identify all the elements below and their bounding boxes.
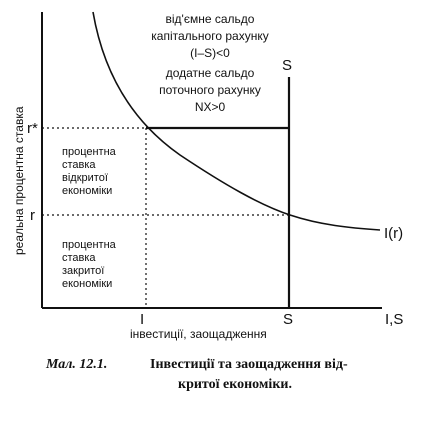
svg-text:ставка: ставка xyxy=(62,159,96,171)
x-axis-label: I,S xyxy=(385,311,403,328)
x-axis-sublabel: інвестиції, заощадження xyxy=(130,327,267,341)
r-star-marker: r* xyxy=(27,120,38,137)
svg-text:критої економіки.: критої економіки. xyxy=(178,377,292,392)
svg-text:процентна: процентна xyxy=(62,146,117,158)
i-tick-label: I xyxy=(140,311,144,328)
svg-text:від'ємне сальдо: від'ємне сальдо xyxy=(166,12,255,26)
investment-curve xyxy=(92,11,381,231)
s-line-label: S xyxy=(282,57,292,74)
svg-text:Інвестиції та заощадження від-: Інвестиції та заощадження від- xyxy=(150,357,348,372)
svg-text:процентна: процентна xyxy=(62,239,117,251)
svg-text:відкритої: відкритої xyxy=(62,172,108,184)
figure-caption: Мал. 12.1. Інвестиції та заощадження від… xyxy=(45,357,348,392)
y-axis-label: реальна процентна ставка xyxy=(12,106,26,255)
svg-text:NX>0: NX>0 xyxy=(195,100,226,114)
svg-text:економіки: економіки xyxy=(62,185,112,197)
curve-label: I(r) xyxy=(384,225,403,242)
r-marker: r xyxy=(30,207,35,224)
svg-text:(I–S)<0: (I–S)<0 xyxy=(190,46,230,60)
svg-text:капітального рахунку: капітального рахунку xyxy=(151,29,268,43)
svg-text:закритої: закритої xyxy=(62,265,104,277)
s-tick-label: S xyxy=(283,311,293,328)
svg-text:Мал. 12.1.: Мал. 12.1. xyxy=(45,357,107,372)
svg-text:економіки: економіки xyxy=(62,278,112,290)
svg-text:додатне сальдо: додатне сальдо xyxy=(166,66,255,80)
svg-text:поточного рахунку: поточного рахунку xyxy=(159,83,261,97)
svg-text:ставка: ставка xyxy=(62,252,96,264)
closed-economy-rate-note: процентна ставка закритої економіки xyxy=(62,239,117,290)
open-economy-rate-note: процентна ставка відкритої економіки xyxy=(62,146,117,197)
capital-account-note: від'ємне сальдо капітального рахунку (I–… xyxy=(151,12,268,114)
